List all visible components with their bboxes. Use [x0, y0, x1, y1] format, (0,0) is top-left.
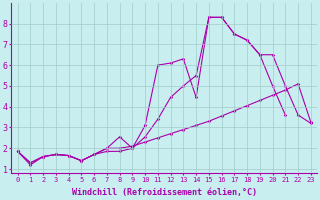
X-axis label: Windchill (Refroidissement éolien,°C): Windchill (Refroidissement éolien,°C) — [72, 188, 257, 197]
